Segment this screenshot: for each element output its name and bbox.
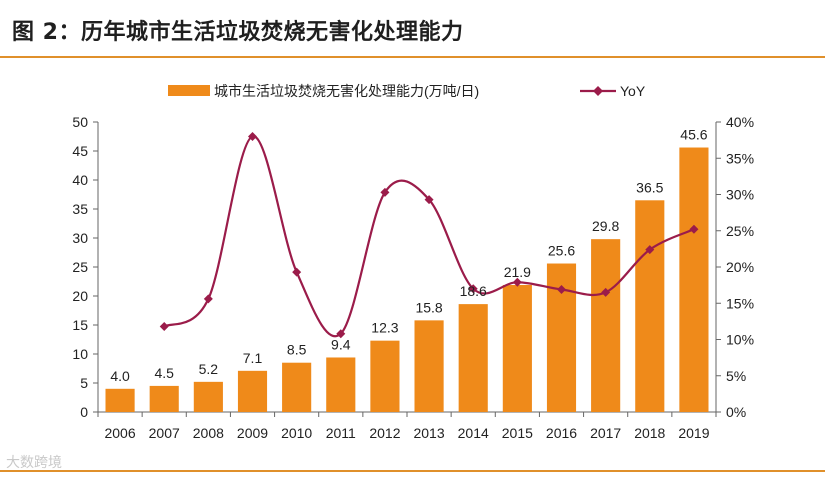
yoy-marker (203, 294, 213, 304)
x-tick-label: 2012 (369, 425, 400, 441)
left-tick-label: 0 (80, 404, 88, 420)
left-tick-label: 10 (72, 346, 88, 362)
yoy-marker (689, 224, 699, 234)
bar-data-label: 29.8 (592, 218, 619, 234)
legend-line-label: YoY (620, 83, 646, 99)
yoy-marker (292, 267, 302, 277)
x-tick-label: 2011 (326, 425, 356, 441)
left-tick-label: 50 (72, 114, 88, 130)
yoy-marker (159, 321, 169, 331)
yoy-line (159, 132, 699, 339)
right-tick-label: 0% (726, 404, 746, 420)
bar-data-label: 4.5 (154, 365, 174, 381)
left-tick-label: 5 (80, 375, 88, 391)
yoy-marker (512, 277, 522, 287)
right-tick-label: 40% (726, 114, 754, 130)
yoy-marker (248, 132, 257, 141)
axes: 0 5 10 15 20 25 30 35 40 45 50 0% 5% 10% 15% 20% 25% 30% 3… (72, 114, 754, 441)
left-tick-label: 25 (72, 259, 88, 275)
x-tick-label: 2019 (678, 425, 709, 441)
x-tick-label: 2006 (104, 425, 135, 441)
x-tick-label: 2017 (590, 425, 621, 441)
watermark: 大数跨境 (6, 455, 62, 471)
x-tick-label: 2013 (413, 425, 444, 441)
yoy-marker (557, 284, 566, 294)
right-tick-label: 30% (726, 187, 754, 203)
right-tick-label: 5% (726, 368, 746, 384)
x-tick-label: 2008 (193, 425, 224, 441)
yoy-marker (645, 245, 655, 255)
left-tick-label: 20 (72, 288, 88, 304)
bar (149, 385, 179, 412)
x-tick-label: 2018 (634, 425, 665, 441)
bar-data-label: 25.6 (548, 243, 575, 259)
bar-data-label: 15.8 (415, 299, 442, 315)
x-tick-label: 2010 (281, 425, 312, 441)
bar-data-label: 8.5 (287, 342, 307, 358)
left-tick-label: 15 (72, 317, 88, 333)
bar-data-label: 45.6 (680, 127, 707, 143)
right-tick-label: 15% (726, 295, 754, 311)
bar (458, 304, 488, 412)
bar (326, 357, 356, 412)
yoy-marker (424, 195, 434, 205)
bars (105, 147, 709, 412)
right-tick-label: 35% (726, 150, 754, 166)
yoy-line-path (163, 135, 695, 338)
x-tick-label: 2009 (237, 425, 268, 441)
bar (193, 381, 223, 412)
legend-bar-swatch (168, 85, 210, 96)
x-tick-label: 2015 (502, 425, 533, 441)
bar-data-label: 36.5 (636, 179, 663, 195)
figure-title: 图 2：历年城市生活垃圾焚烧无害化处理能力 (12, 20, 464, 45)
yoy-marker (380, 187, 390, 197)
yoy-marker (468, 284, 478, 294)
bar (282, 362, 312, 412)
bar (679, 147, 709, 412)
left-tick-label: 40 (72, 172, 88, 188)
right-tick-label: 20% (726, 259, 754, 275)
bar-data-label: 4.0 (110, 368, 130, 384)
bar (502, 284, 532, 412)
x-tick-label: 2007 (149, 425, 180, 441)
bar-data-label: 21.9 (504, 264, 531, 280)
left-tick-label: 35 (72, 201, 88, 217)
bar-data-label: 18.6 (460, 283, 487, 299)
right-tick-label: 25% (726, 223, 754, 239)
left-tick-label: 45 (72, 143, 88, 159)
x-tick-label: 2014 (458, 425, 489, 441)
bar (237, 370, 268, 412)
yoy-marker (336, 329, 346, 339)
bar-data-label: 9.4 (331, 336, 351, 352)
right-tick-label: 10% (726, 332, 754, 348)
left-tick-label: 30 (72, 230, 88, 246)
bar (105, 388, 135, 412)
bar (591, 239, 621, 412)
legend-line-marker (593, 86, 603, 96)
bar-data-label: 5.2 (199, 361, 219, 377)
legend-bar-label: 城市生活垃圾焚烧无害化处理能力(万吨/日) (214, 83, 479, 99)
legend: 城市生活垃圾焚烧无害化处理能力(万吨/日) YoY (168, 83, 646, 99)
x-tick-label: 2016 (546, 425, 577, 441)
bar (414, 320, 444, 412)
bar (635, 200, 665, 412)
bar-data-label: 12.3 (371, 320, 398, 336)
bar (370, 340, 400, 412)
yoy-marker (601, 287, 611, 297)
bar-data-label: 7.1 (243, 350, 263, 366)
top-divider (0, 56, 825, 58)
data-labels: 4.0 4.5 5.2 7.1 8.5 9.4 12.3 15.8 18.6 21.9 25.6 29… (110, 127, 707, 384)
bottom-divider (0, 470, 825, 472)
